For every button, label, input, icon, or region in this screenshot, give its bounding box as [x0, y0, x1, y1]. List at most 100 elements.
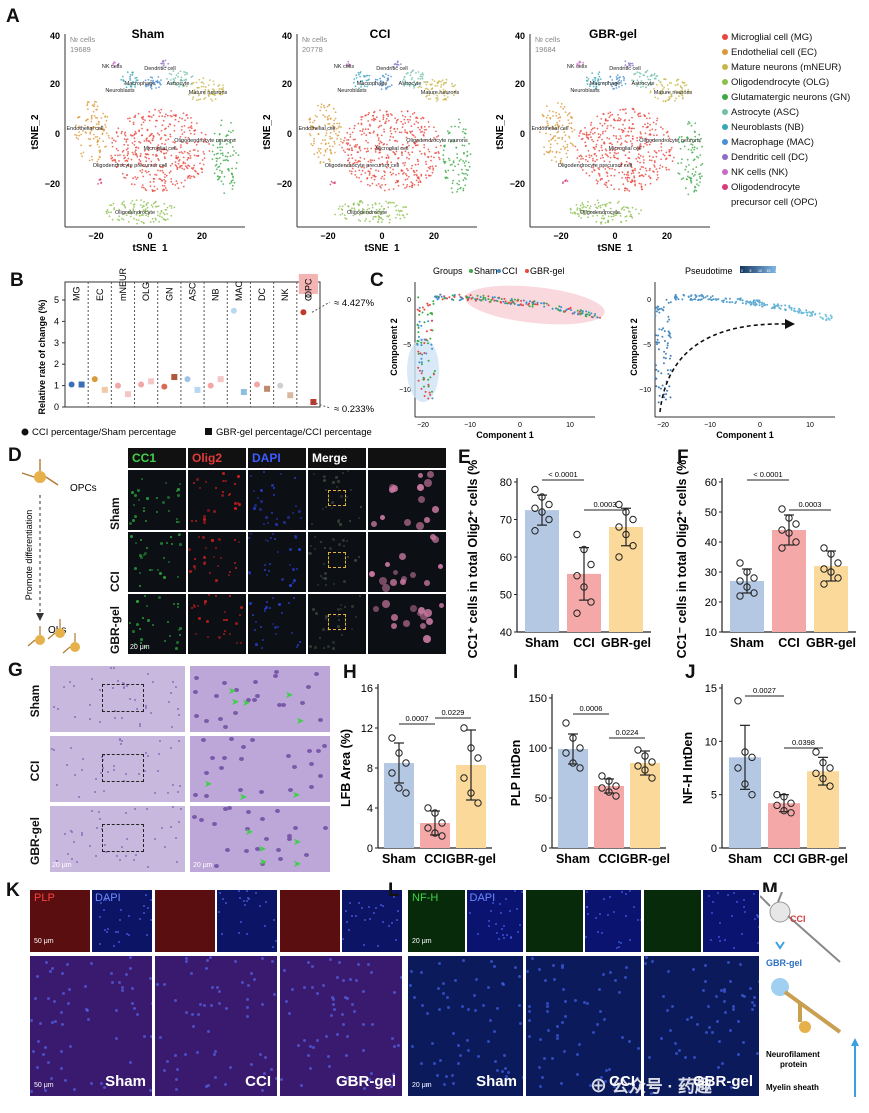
tsne-point — [655, 155, 658, 158]
tsne-point — [379, 208, 381, 211]
tsne-point — [401, 126, 404, 128]
data-point — [748, 790, 756, 799]
tsne-point — [133, 183, 136, 186]
nucleus — [344, 996, 347, 999]
b-legend-square — [205, 428, 212, 435]
data-point — [741, 748, 749, 756]
tsne-point — [662, 134, 665, 136]
c-cell-point — [520, 303, 522, 306]
tsne-point — [649, 176, 651, 179]
cell-nucleus — [332, 647, 335, 650]
c-colorbar-tick: 20 — [775, 269, 779, 273]
cell-nucleus — [389, 487, 396, 494]
cell-nucleus — [168, 561, 170, 563]
tsne-point — [148, 135, 151, 137]
tsne-point — [164, 134, 167, 137]
data-point — [576, 764, 584, 772]
opc-label: OPCs — [70, 483, 97, 494]
tsne-point — [400, 120, 403, 123]
cell-nucleus — [156, 511, 158, 513]
tsne-point — [609, 201, 612, 204]
tsne-point — [456, 156, 459, 159]
tsne-point — [158, 220, 161, 223]
tsne-point — [546, 114, 549, 117]
oligo-soma — [799, 1021, 811, 1033]
tsne-point — [656, 119, 658, 122]
cell-nucleus — [385, 562, 391, 568]
tsne-point — [117, 64, 119, 66]
tsne-point — [601, 178, 603, 180]
data-point — [474, 754, 482, 762]
nucleus — [30, 1090, 33, 1093]
stain-dot — [117, 680, 119, 682]
nucleus — [637, 1047, 640, 1050]
tsne-y-tick: −20 — [510, 179, 525, 189]
tsne-point — [661, 91, 664, 93]
tsne-point — [594, 203, 596, 206]
tsne-point — [156, 188, 159, 190]
nucleus — [129, 956, 132, 959]
tsne-point — [422, 133, 425, 136]
cell-nucleus — [263, 471, 265, 473]
tsne-point — [365, 139, 367, 142]
tsne-point — [445, 78, 448, 81]
cell-nucleus — [281, 578, 284, 581]
c-pseudo-point — [739, 297, 742, 300]
cell-nucleus — [275, 523, 278, 526]
merge-tile: Sham — [408, 956, 523, 1096]
tsne-point — [105, 126, 107, 128]
cell-nucleus — [132, 630, 135, 633]
cell-nucleus — [295, 537, 297, 539]
tsne-point — [589, 85, 591, 87]
tsne-point — [634, 184, 636, 187]
bar-category: Sham — [525, 636, 559, 650]
tsne-point — [90, 127, 93, 129]
tsne-point — [624, 119, 626, 121]
tsne-point — [406, 178, 409, 180]
tsne-point — [205, 86, 207, 88]
tsne-point — [442, 149, 445, 152]
tsne-point — [590, 124, 592, 126]
nucleus — [604, 1080, 607, 1083]
nucleus — [396, 919, 398, 921]
tsne-point — [604, 148, 607, 151]
c-cell-point — [509, 303, 512, 306]
tsne-point — [567, 125, 569, 128]
micrograph-tile — [368, 594, 446, 654]
nucleus — [598, 988, 601, 991]
tsne-point — [633, 175, 635, 178]
tsne-point — [324, 150, 327, 153]
green-arrow: ➤ — [242, 698, 251, 709]
tsne-point — [312, 121, 314, 124]
tsne-point — [164, 176, 166, 179]
nucleus — [250, 972, 253, 975]
c-cell-point — [466, 299, 469, 302]
tsne-point — [616, 74, 619, 76]
tsne-point — [652, 170, 654, 173]
tsne-point — [396, 162, 399, 164]
tsne-point — [631, 107, 634, 110]
tsne-point — [368, 112, 370, 114]
cluster-label: Macrophage — [357, 81, 388, 87]
cell-body — [238, 788, 243, 792]
tsne-point — [85, 132, 88, 134]
cell-nucleus — [235, 622, 238, 625]
tsne-point — [152, 137, 154, 140]
c-cell-point — [570, 309, 572, 311]
c-cell-point — [423, 395, 426, 397]
stain-dot — [100, 772, 102, 774]
c-cell-point — [581, 310, 584, 313]
tsne-point — [463, 162, 466, 164]
tsne-point — [619, 118, 622, 120]
tsne-point — [223, 192, 226, 195]
tsne-point — [122, 200, 125, 203]
tsne-point — [322, 161, 325, 164]
cl-ylabel: Component 2 — [389, 318, 399, 376]
tsne-point — [631, 144, 634, 147]
cell-nucleus — [144, 595, 146, 597]
tsne-point — [133, 217, 135, 220]
row-label: GBR-gel — [108, 606, 122, 654]
tsne-point — [123, 212, 126, 215]
green-arrow: ➤ — [245, 827, 254, 838]
cell-nucleus — [351, 605, 354, 608]
